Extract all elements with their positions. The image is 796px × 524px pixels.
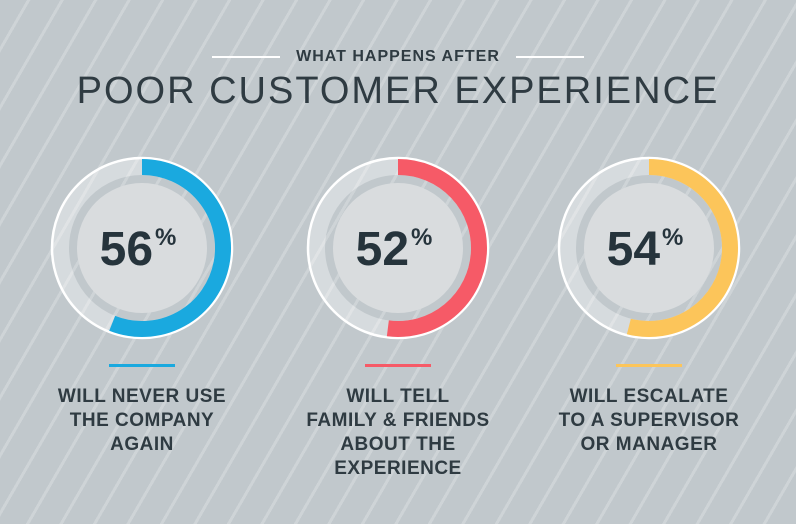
percent-sign: %: [155, 224, 176, 251]
ring-outline: [50, 156, 234, 340]
subtitle-rule-right: [515, 56, 584, 58]
page-title: POOR CUSTOMER EXPERIENCE: [76, 70, 720, 112]
donut-arc-never-use: [109, 159, 231, 337]
ring-outline: [306, 156, 490, 340]
percent-sign: %: [662, 224, 683, 251]
donut-arc-escalate: [626, 159, 738, 337]
subtitle-row: WHAT HAPPENS AFTER: [0, 48, 796, 66]
percent-sign: %: [411, 224, 432, 251]
accent-line-tell-friends: [365, 364, 431, 367]
donut-center: [584, 183, 714, 313]
donut-center: [333, 183, 463, 313]
caption-never-use: WILL NEVER USE THE COMPANY AGAIN: [57, 386, 227, 455]
subtitle: WHAT HAPPENS AFTER: [296, 48, 500, 65]
stat-never-use: 56% WILL NEVER USE THE COMPANY AGAIN: [17, 156, 267, 457]
stat-tell-friends: 52% WILL TELL FAMILY & FRIENDS ABOUT THE…: [273, 156, 523, 481]
subtitle-rule-left: [212, 56, 281, 58]
caption-tell-friends: WILL TELL FAMILY & FRIENDS ABOUT THE EXP…: [306, 386, 490, 479]
donut-chart-never-use: 56%: [50, 156, 234, 340]
stats-container: 56% WILL NEVER USE THE COMPANY AGAIN 52%…: [0, 156, 796, 486]
accent-line-never-use: [109, 364, 175, 367]
caption-escalate: WILL ESCALATE TO A SUPERVISOR OR MANAGER: [558, 386, 740, 455]
donut-center: [77, 183, 207, 313]
stat-escalate: 54% WILL ESCALATE TO A SUPERVISOR OR MAN…: [524, 156, 774, 457]
donut-chart-escalate: 54%: [557, 156, 741, 340]
accent-line-escalate: [616, 364, 682, 367]
ring-outline: [557, 156, 741, 340]
header: WHAT HAPPENS AFTER POOR CUSTOMER EXPERIE…: [0, 48, 796, 113]
donut-chart-tell-friends: 52%: [306, 156, 490, 340]
donut-arc-tell-friends: [386, 159, 487, 337]
